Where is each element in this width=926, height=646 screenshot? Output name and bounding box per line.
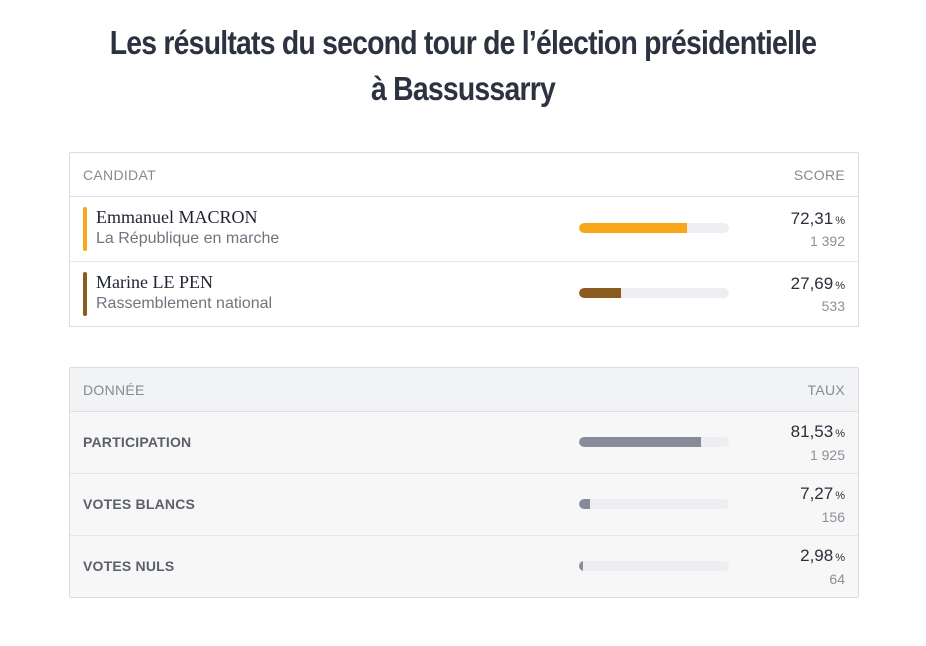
score-bar <box>579 223 729 233</box>
data-count: 1 925 <box>809 447 845 463</box>
data-row-votes-blancs: VOTES BLANCS 7,27% 156 <box>70 474 858 536</box>
rate-percent: 2,98% <box>800 546 845 566</box>
rate-bar <box>579 437 729 447</box>
candidate-color-swatch <box>83 272 87 316</box>
score-percent: 72,31% <box>791 209 845 229</box>
vote-count: 533 <box>821 298 845 314</box>
data-row-participation: PARTICIPATION 81,53% 1 925 <box>70 412 858 474</box>
data-count: 64 <box>829 571 845 587</box>
header-score: SCORE <box>793 166 845 183</box>
candidate-row-macron: Emmanuel MACRON La République en marche … <box>70 197 858 262</box>
score-percent: 27,69% <box>791 274 845 294</box>
percent-unit: % <box>835 552 845 564</box>
page-title: Les résultats du second tour de l’électi… <box>65 20 861 112</box>
data-label: PARTICIPATION <box>83 434 192 450</box>
header-taux: TAUX <box>807 381 845 398</box>
percent-unit: % <box>835 280 845 292</box>
rate-bar-fill <box>579 561 584 571</box>
data-row-votes-nuls: VOTES NULS 2,98% 64 <box>70 536 858 597</box>
score-bar <box>579 288 729 298</box>
rate-percent: 81,53% <box>791 422 845 442</box>
data-label: VOTES NULS <box>83 558 175 574</box>
candidate-party: La République en marche <box>96 230 280 247</box>
percent-unit: % <box>835 215 845 227</box>
rate-value: 81,53 <box>790 422 834 441</box>
rate-value: 2,98 <box>800 546 834 565</box>
score-bar-fill <box>579 288 621 298</box>
candidates-table: CANDIDAT SCORE Emmanuel MACRON La Républ… <box>69 152 859 327</box>
header-candidat: CANDIDAT <box>83 166 156 183</box>
vote-count: 1 392 <box>809 233 845 249</box>
rate-bar <box>579 499 729 509</box>
data-count: 156 <box>821 509 845 525</box>
candidates-table-header: CANDIDAT SCORE <box>70 153 858 197</box>
rate-value: 7,27 <box>800 484 834 503</box>
page-title-line1: Les résultats du second tour de l’électi… <box>109 24 817 61</box>
data-label: VOTES BLANCS <box>83 496 196 512</box>
candidate-name: Emmanuel MACRON <box>96 207 258 227</box>
percent-unit: % <box>835 490 845 502</box>
rate-bar <box>579 561 729 571</box>
candidate-name: Marine LE PEN <box>96 272 213 292</box>
turnout-table-header: DONNÉE TAUX <box>70 368 858 412</box>
candidate-party: Rassemblement national <box>96 295 273 312</box>
candidate-row-le-pen: Marine LE PEN Rassemblement national 27,… <box>70 262 858 326</box>
score-value: 27,69 <box>790 274 834 293</box>
page-title-line2: à Bassussarry <box>370 70 556 107</box>
header-donnee: DONNÉE <box>83 381 145 398</box>
percent-unit: % <box>835 428 845 440</box>
score-bar-fill <box>579 223 688 233</box>
score-value: 72,31 <box>790 209 834 228</box>
turnout-table: DONNÉE TAUX PARTICIPATION 81,53% 1 925 V… <box>69 367 859 598</box>
rate-percent: 7,27% <box>800 484 845 504</box>
candidate-color-swatch <box>83 207 87 251</box>
rate-bar-fill <box>579 499 590 509</box>
rate-bar-fill <box>579 437 702 447</box>
